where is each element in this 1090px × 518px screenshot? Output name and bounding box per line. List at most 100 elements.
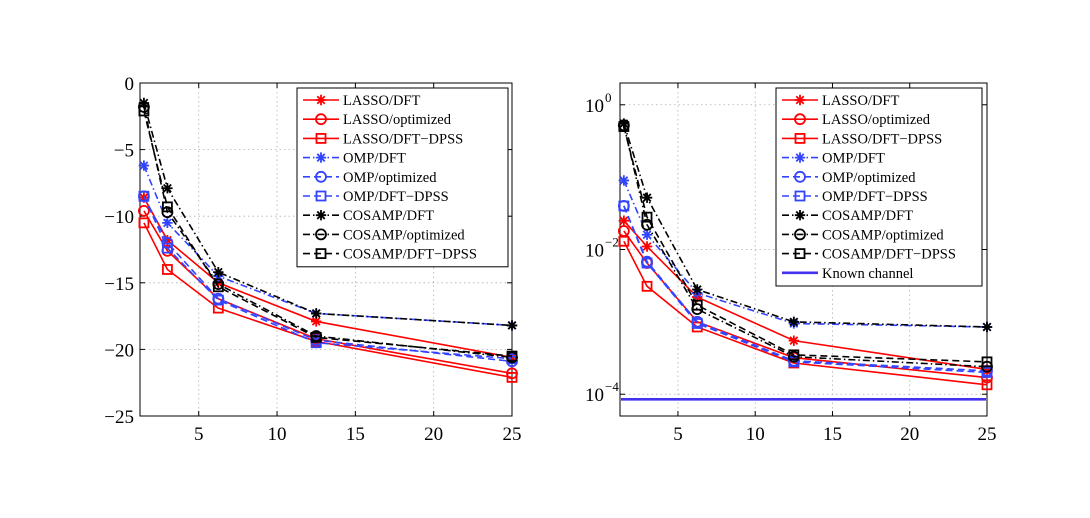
data-point xyxy=(641,229,653,240)
legend-label: LASSO/DFT xyxy=(343,93,420,109)
x-tick-label: 5 xyxy=(194,424,204,445)
x-tick-label: 10 xyxy=(268,424,287,445)
data-point xyxy=(691,318,703,329)
y-tick-label: −5 xyxy=(114,141,134,162)
data-point xyxy=(138,217,150,229)
legend-label: LASSO/optimized xyxy=(822,112,931,128)
data-point xyxy=(138,204,150,217)
legend-marker xyxy=(315,210,327,221)
legend-marker xyxy=(794,170,806,183)
data-point xyxy=(691,299,703,311)
x-tick-label: 25 xyxy=(978,424,997,445)
legend-marker xyxy=(794,132,806,144)
series-line xyxy=(623,123,988,328)
legend-box xyxy=(296,87,509,268)
series-line xyxy=(143,222,513,379)
y-tick-exponent: −4 xyxy=(605,379,619,394)
data-point xyxy=(618,215,630,226)
legend-label: LASSO/DFT−DPSS xyxy=(343,131,463,147)
data-point xyxy=(788,349,800,361)
data-point xyxy=(162,264,173,275)
data-point xyxy=(618,235,630,247)
data-point xyxy=(981,356,993,368)
legend-marker xyxy=(315,248,327,260)
y-tick-label: 10 xyxy=(585,96,604,117)
series-6 xyxy=(618,200,993,378)
data-point xyxy=(692,284,703,295)
data-point xyxy=(213,266,224,278)
legend-marker xyxy=(315,113,327,126)
legend-marker xyxy=(315,228,327,241)
data-point xyxy=(618,121,630,132)
legend-marker xyxy=(794,113,806,126)
data-point xyxy=(641,192,653,203)
legend: LASSO/DFT LASSO/optimized LASSO/DFT−DPSS OM… xyxy=(296,87,509,268)
legend-label: LASSO/DFT−DPSS xyxy=(822,131,942,147)
data-point xyxy=(641,280,653,292)
plot-frame xyxy=(139,82,513,417)
data-point xyxy=(618,200,630,212)
legend-marker xyxy=(794,94,806,106)
data-point xyxy=(162,201,173,213)
legend-label: COSAMP/DFT−DPSS xyxy=(822,247,956,263)
data-point xyxy=(506,320,518,331)
legend-label: OMP/DFT xyxy=(822,151,885,167)
series-9 xyxy=(138,105,518,362)
y-tick-exponent: −2 xyxy=(605,235,619,250)
data-point xyxy=(981,321,993,333)
x-tick-label: 15 xyxy=(346,424,365,445)
legend-marker xyxy=(794,228,806,241)
legend-label: Known channel xyxy=(822,266,913,282)
series-line xyxy=(143,102,513,327)
x-tick-label: 15 xyxy=(823,424,842,445)
data-point xyxy=(212,294,224,306)
legend-marker xyxy=(794,190,806,202)
legend-label: OMP/optimized xyxy=(822,170,916,186)
data-point xyxy=(506,350,518,362)
data-point xyxy=(618,118,630,129)
data-point xyxy=(641,257,653,269)
legend-marker xyxy=(315,94,327,106)
data-point xyxy=(641,241,653,252)
series-7 xyxy=(618,118,993,333)
data-point xyxy=(311,308,322,319)
data-point xyxy=(138,190,150,202)
legend-marker xyxy=(794,248,806,260)
y-tick-label: 10 xyxy=(585,385,604,406)
series-line xyxy=(143,195,513,360)
data-point xyxy=(981,367,993,378)
series-line xyxy=(623,125,988,368)
y-tick-label: −10 xyxy=(104,207,134,228)
legend-marker xyxy=(315,132,327,144)
data-point xyxy=(138,97,150,109)
data-point xyxy=(162,183,173,194)
legend-marker xyxy=(315,152,327,163)
legend-label: OMP/DFT−DPSS xyxy=(822,189,928,205)
x-tick-label: 20 xyxy=(424,424,443,445)
legend-marker xyxy=(315,190,327,202)
legend-label: COSAMP/optimized xyxy=(822,227,944,243)
series-7 xyxy=(138,97,518,331)
legend-label: OMP/DFT−DPSS xyxy=(343,189,449,205)
series-line xyxy=(623,126,988,363)
data-point xyxy=(981,364,993,375)
series-line xyxy=(143,110,513,357)
series-line xyxy=(623,205,988,372)
data-point xyxy=(981,379,993,391)
x-tick-label: 25 xyxy=(503,424,522,445)
data-point xyxy=(310,332,322,343)
legend-label: OMP/optimized xyxy=(343,170,437,186)
x-tick-label: 10 xyxy=(746,424,765,445)
data-point xyxy=(212,281,224,293)
chart-1: 5 10 15 20 25 0 −5 −10 −15 −20 −25 LASSO/DFT LASSO/o… xyxy=(104,74,521,445)
legend: LASSO/DFT LASSO/optimized LASSO/DFT−DPSS OM… xyxy=(775,87,983,287)
y-tick-label: −25 xyxy=(104,407,134,428)
y-tick-label: −20 xyxy=(104,340,134,361)
data-point xyxy=(162,242,173,254)
legend-label: OMP/DFT xyxy=(343,151,406,167)
series-9 xyxy=(618,121,993,368)
y-tick-exponent: 0 xyxy=(605,90,612,105)
legend-marker xyxy=(794,210,806,221)
